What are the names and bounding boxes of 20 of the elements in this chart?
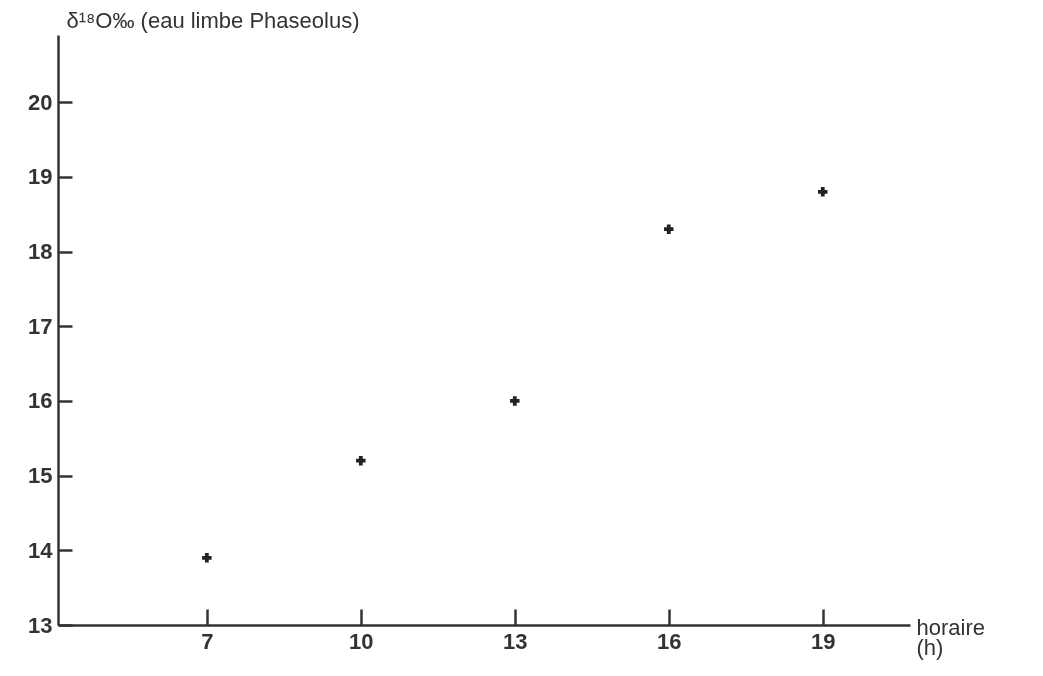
x-tick-label: 10 [349, 628, 374, 654]
point [818, 187, 828, 197]
point [356, 455, 366, 466]
y-tick-label: 14 [28, 537, 54, 563]
y-tick-label: 13 [28, 612, 53, 638]
point [202, 553, 212, 563]
x-tick-label: 13 [503, 628, 528, 654]
y-tick-label: 15 [28, 463, 53, 489]
point [510, 396, 520, 406]
y-tick-label: 18 [28, 239, 53, 265]
point [664, 224, 674, 234]
y-tick-label: 17 [28, 313, 53, 339]
x-tick-label: 19 [811, 628, 836, 654]
x-tick-label: 7 [201, 628, 214, 654]
y-tick-label: 20 [28, 89, 53, 115]
x-tick-label: 16 [657, 628, 682, 654]
x-axis-title: horaire (h) [916, 614, 985, 660]
y-tick-label: 19 [28, 164, 53, 190]
y-tick-label: 16 [28, 388, 53, 414]
y-axis-title: δ¹⁸O‰ (eau limbe Phaseolus) [66, 7, 360, 33]
